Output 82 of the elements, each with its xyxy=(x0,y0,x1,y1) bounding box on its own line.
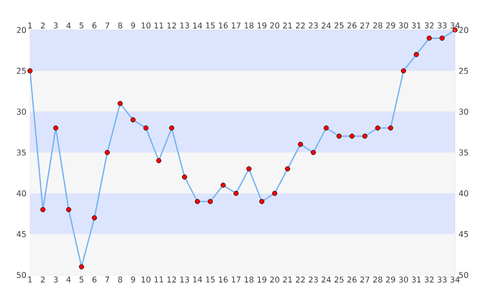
x-tick-label: 2 xyxy=(40,276,45,282)
x2-tick-label: 21 xyxy=(283,22,292,28)
y2-tick-label: 35 xyxy=(459,149,468,156)
x2-tick-label: 8 xyxy=(118,22,122,28)
y-tick-label: 30 xyxy=(16,108,26,115)
x2-tick-label: 31 xyxy=(412,22,421,28)
x2-tick-label: 22 xyxy=(296,22,305,28)
x-tick-label: 9 xyxy=(130,276,136,283)
x2-tick-label: 9 xyxy=(130,22,136,28)
x-tick-label: 32 xyxy=(424,276,434,283)
x2-tick-label: 1 xyxy=(28,22,32,28)
x2-tick-label: 7 xyxy=(105,22,110,28)
x-tick-label: 27 xyxy=(360,276,370,282)
y-tick-label: 25 xyxy=(16,68,26,74)
x-tick-label: 17 xyxy=(232,276,240,282)
x2-tick-label: 3 xyxy=(54,22,58,28)
x-tick-label: 4 xyxy=(66,276,71,282)
x2-tick-label: 6 xyxy=(92,22,96,28)
x-tick-label: 29 xyxy=(386,276,396,283)
y2-tick-label: 40 xyxy=(458,190,468,196)
x-tick-label: 12 xyxy=(167,276,176,282)
y-tick-label: 50 xyxy=(16,272,26,278)
x-tick-label: 20 xyxy=(270,276,280,283)
x2-tick-label: 20 xyxy=(270,22,280,28)
x2-tick-label: 11 xyxy=(154,22,164,28)
x-tick-label: 28 xyxy=(373,276,382,283)
x2-tick-label: 30 xyxy=(399,22,408,28)
y2-tick-label: 30 xyxy=(459,108,468,115)
x-tick-label: 1 xyxy=(28,276,32,282)
x-tick-label: 30 xyxy=(399,276,408,283)
x-tick-label: 7 xyxy=(105,276,110,282)
x2-tick-label: 33 xyxy=(438,22,447,28)
x-tick-label: 22 xyxy=(296,276,305,282)
x2-tick-label: 4 xyxy=(66,22,71,28)
y-tick-label: 45 xyxy=(16,231,26,238)
y2-tick-label: 45 xyxy=(458,231,468,238)
x2-tick-label: 28 xyxy=(373,22,382,28)
x2-tick-label: 2 xyxy=(40,22,45,28)
x-tick-label: 14 xyxy=(193,276,202,282)
y2-tick-label: 20 xyxy=(459,26,468,34)
x2-tick-label: 26 xyxy=(347,22,357,28)
x-tick-label: 19 xyxy=(258,276,266,283)
x2-tick-label: 10 xyxy=(142,22,150,28)
x2-tick-label: 18 xyxy=(244,22,254,28)
x-tick-label: 6 xyxy=(92,276,96,283)
x-tick-label: 25 xyxy=(334,276,344,283)
x-tick-label: 26 xyxy=(347,276,357,283)
x2-tick-label: 15 xyxy=(206,22,215,28)
x2-tick-label: 23 xyxy=(308,22,318,28)
x-tick-label: 13 xyxy=(180,276,189,283)
x-tick-label: 31 xyxy=(412,276,421,283)
x2-tick-label: 24 xyxy=(322,22,331,28)
x-tick-label: 21 xyxy=(283,276,292,282)
x2-tick-label: 32 xyxy=(424,22,434,28)
x-tick-label: 23 xyxy=(308,276,318,283)
x2-tick-label: 13 xyxy=(180,22,189,28)
y-tick-label: 20 xyxy=(16,26,26,34)
x-tick-label: 10 xyxy=(142,276,150,283)
x2-tick-label: 5 xyxy=(80,22,84,28)
x-tick-label: 5 xyxy=(80,276,84,282)
x-tick-label: 18 xyxy=(244,276,254,283)
y2-tick-label: 25 xyxy=(459,68,468,74)
x2-tick-label: 29 xyxy=(386,22,396,28)
x2-tick-label: 17 xyxy=(232,22,240,28)
x-tick-label: 16 xyxy=(218,276,228,283)
x-tick-label: 8 xyxy=(118,276,122,283)
x-tick-label: 11 xyxy=(154,276,164,282)
x2-tick-label: 25 xyxy=(334,22,344,28)
x-tick-label: 34 xyxy=(450,276,460,283)
x-tick-label: 24 xyxy=(322,276,331,282)
y-tick-label: 40 xyxy=(16,190,26,196)
x-tick-label: 33 xyxy=(438,276,447,283)
x2-tick-label: 14 xyxy=(193,22,202,28)
x-tick-label: 15 xyxy=(206,276,215,282)
x2-tick-label: 34 xyxy=(450,22,460,28)
x2-tick-label: 27 xyxy=(360,22,370,28)
x-tick-label: 3 xyxy=(54,276,58,283)
y-tick-label: 35 xyxy=(16,149,26,156)
y2-tick-label: 50 xyxy=(459,272,468,278)
x2-tick-label: 19 xyxy=(258,22,266,28)
x2-tick-label: 12 xyxy=(167,22,176,28)
x2-tick-label: 16 xyxy=(218,22,228,28)
